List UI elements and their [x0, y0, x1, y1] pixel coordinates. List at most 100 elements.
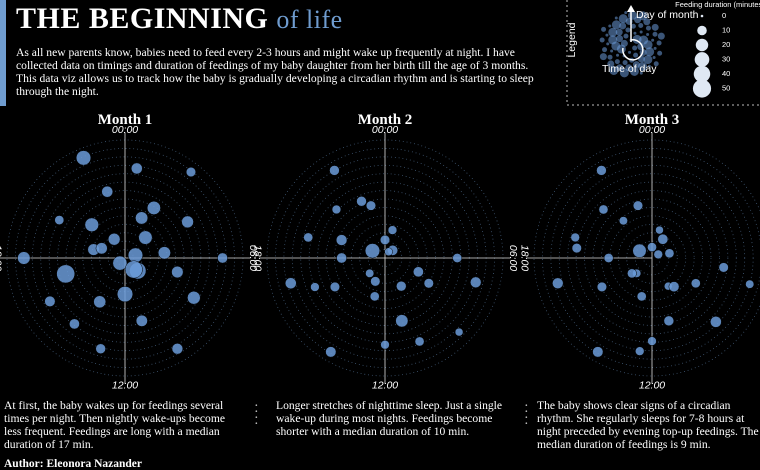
legend-dot: [646, 32, 650, 36]
feeding-dot: [396, 280, 407, 292]
legend-dot: [602, 47, 608, 53]
feeding-dot: [181, 215, 194, 229]
size-legend-circle: [695, 38, 709, 52]
legend-dot: [616, 35, 624, 43]
size-legend-circle: [694, 52, 710, 67]
feeding-dot: [632, 200, 644, 211]
feeding-dot: [146, 200, 161, 215]
legend-dot: [653, 46, 657, 50]
legend-arc: [622, 39, 644, 61]
feeding-dot: [112, 255, 128, 271]
legend-title: Legend: [566, 22, 578, 57]
hour-tick-label: 18:00: [519, 245, 531, 271]
legend-dot: [629, 66, 639, 76]
accent-bar: [0, 0, 6, 106]
legend-dot: [601, 26, 607, 32]
feeding-dot: [116, 286, 134, 303]
size-legend-circle: [692, 79, 712, 98]
feeding-dot: [636, 291, 647, 302]
feeding-dot: [745, 279, 755, 289]
legend-dot: [624, 11, 628, 15]
legend-dot: [643, 40, 653, 50]
legend-arrow-head: [627, 5, 635, 12]
separator: · · · ·: [524, 399, 529, 432]
legend-dot: [605, 33, 609, 37]
legend-dot: [606, 42, 610, 46]
legend-dot: [652, 31, 658, 37]
hour-tick-label: 12:00: [372, 379, 398, 391]
feeding-dot: [592, 346, 604, 358]
hour-tick-label: 18:00: [252, 245, 264, 271]
legend-dot: [614, 16, 618, 20]
legend-dot: [610, 49, 614, 53]
feeding-dot: [356, 196, 367, 207]
size-legend-circle: [700, 14, 704, 18]
caption: Longer stretches of nighttime sleep. Jus…: [276, 399, 503, 438]
legend-dot: [614, 59, 620, 65]
feeding-dot: [329, 165, 340, 176]
legend-dot: [653, 61, 659, 67]
size-legend-label: 40: [722, 69, 730, 78]
size-legend-label: 10: [722, 25, 730, 34]
feeding-dot: [365, 268, 375, 278]
legend-dot: [657, 50, 663, 56]
feeding-dot: [596, 281, 607, 292]
legend-radius-label: Day of month: [636, 9, 699, 21]
feeding-dot: [310, 282, 320, 292]
feeding-dot: [380, 340, 390, 350]
legend-dot: [638, 11, 648, 21]
size-legend-circle: [693, 65, 711, 83]
size-legend-label: 20: [722, 40, 730, 49]
author: Author: Eleonora Nazander: [4, 458, 142, 470]
grid-ring: [550, 156, 754, 360]
feeding-dot: [284, 277, 297, 290]
size-legend-label: 0: [722, 11, 726, 20]
feeding-dot: [395, 314, 409, 328]
feeding-dot: [454, 327, 464, 337]
legend-dot: [627, 10, 637, 20]
size-legend-title: Feeding duration (minutes): [675, 0, 760, 9]
hour-tick-label: 06:00: [247, 245, 259, 271]
legend-dot: [608, 27, 618, 37]
subtitle: of life: [276, 5, 343, 34]
month-title: Month 1: [98, 112, 153, 128]
legend-dot: [643, 18, 651, 26]
hour-tick-label: 00:00: [372, 124, 398, 136]
hour-tick-label: 18:00: [0, 245, 4, 271]
feeding-dot: [365, 200, 377, 211]
feeding-dot: [135, 211, 149, 225]
feeding-dot: [655, 225, 664, 235]
feeding-dot: [413, 266, 424, 278]
hour-tick-label: 06:00: [507, 245, 519, 271]
legend-dot: [639, 71, 643, 75]
feeding-dot: [370, 276, 381, 287]
feeding-dot: [710, 316, 722, 328]
intro-text: As all new parents know, babies need to …: [16, 46, 534, 98]
feeding-dot: [384, 247, 393, 256]
legend-dot: [599, 53, 607, 61]
feeding-dot: [470, 276, 482, 288]
feeding-dot: [668, 281, 680, 293]
feeding-dot: [571, 243, 582, 254]
feeding-dot: [452, 253, 463, 263]
feeding-dot: [423, 278, 434, 289]
caption: At first, the baby wakes up for feedings…: [4, 399, 225, 451]
feeding-dot: [618, 216, 628, 226]
feeding-dot: [603, 253, 614, 263]
separator: · · · ·: [254, 399, 259, 432]
feeding-dot: [44, 295, 56, 307]
legend-angle-label: Time of day: [602, 63, 657, 75]
feeding-dot: [17, 251, 31, 265]
legend-dot: [630, 23, 636, 29]
legend-dot: [652, 56, 656, 60]
feeding-dot: [56, 264, 76, 284]
hour-tick-label: 12:00: [112, 379, 138, 391]
grid-ring: [567, 173, 737, 343]
legend-dot: [625, 27, 631, 33]
feeding-dot: [627, 268, 637, 279]
feeding-dot: [414, 336, 425, 347]
legend-dot: [633, 31, 637, 35]
feeding-dot: [75, 150, 92, 166]
feeding-dot: [157, 246, 171, 260]
